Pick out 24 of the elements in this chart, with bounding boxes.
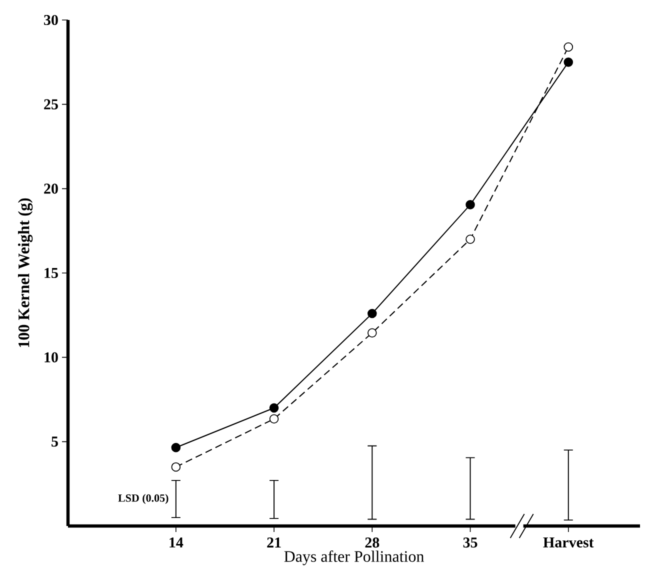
x-tick-label: 28 xyxy=(365,538,380,548)
x-tick-label: 21 xyxy=(267,538,281,548)
point xyxy=(269,403,279,413)
annotation: LSD (0.05) xyxy=(118,494,168,504)
x-axis-title: Days after Pollination xyxy=(284,550,424,566)
y-tick-label: 5 xyxy=(52,436,58,447)
y-tick-label: 10 xyxy=(44,352,58,362)
point xyxy=(171,462,181,472)
y-tick-label: 30 xyxy=(44,14,58,26)
point xyxy=(368,308,377,318)
y-tick-label: 15 xyxy=(44,268,58,278)
x-tick-label: 14 xyxy=(170,538,184,548)
y-tick-label: 25 xyxy=(44,99,58,110)
point xyxy=(171,442,181,452)
point xyxy=(466,200,475,210)
point xyxy=(368,328,377,338)
y-tick-label: 20 xyxy=(44,184,58,194)
x-tick-label: 35 xyxy=(463,538,478,548)
x-tick-label: Harvest xyxy=(543,538,594,548)
point xyxy=(466,234,475,244)
point xyxy=(564,42,574,52)
point xyxy=(269,414,279,424)
point xyxy=(564,58,574,67)
y-axis-title: 100 Kernel Weight (g) xyxy=(18,198,33,348)
